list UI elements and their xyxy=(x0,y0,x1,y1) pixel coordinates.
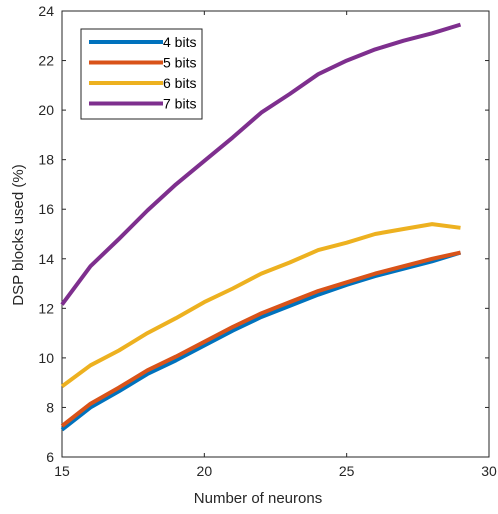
y-tick-label: 16 xyxy=(38,201,54,217)
y-tick-label: 18 xyxy=(38,152,54,168)
series-line-1 xyxy=(60,250,462,432)
y-tick-label: 12 xyxy=(38,300,54,316)
y-axis: 6 8 10 12 14 16 18 20 22 24 xyxy=(38,3,489,465)
legend-label: 6 bits xyxy=(163,75,196,91)
x-tick-label: 30 xyxy=(481,463,497,479)
x-tick-label: 25 xyxy=(339,463,355,479)
legend-label: 5 bits xyxy=(163,55,196,71)
y-tick-label: 6 xyxy=(46,449,54,465)
x-tick-label: 15 xyxy=(54,463,70,479)
y-tick-label: 22 xyxy=(38,53,54,69)
series-line-3 xyxy=(60,222,461,389)
y-axis-title: DSP blocks used (%) xyxy=(10,164,27,305)
x-tick-label: 20 xyxy=(197,463,213,479)
y-tick-label: 8 xyxy=(46,399,54,415)
y-tick-label: 10 xyxy=(38,350,54,366)
y-tick-label: 24 xyxy=(38,3,54,19)
legend-label: 7 bits xyxy=(163,96,196,112)
series-line-2 xyxy=(60,250,461,428)
y-tick-label: 14 xyxy=(38,251,54,267)
y-tick-label: 20 xyxy=(38,102,54,118)
legend: 4 bits 5 bits 6 bits 7 bits xyxy=(80,28,203,120)
series-line-4 xyxy=(60,22,462,306)
x-axis: 15 20 25 30 xyxy=(54,11,497,479)
x-axis-title: Number of neurons xyxy=(194,490,322,507)
legend-label: 4 bits xyxy=(163,34,196,50)
